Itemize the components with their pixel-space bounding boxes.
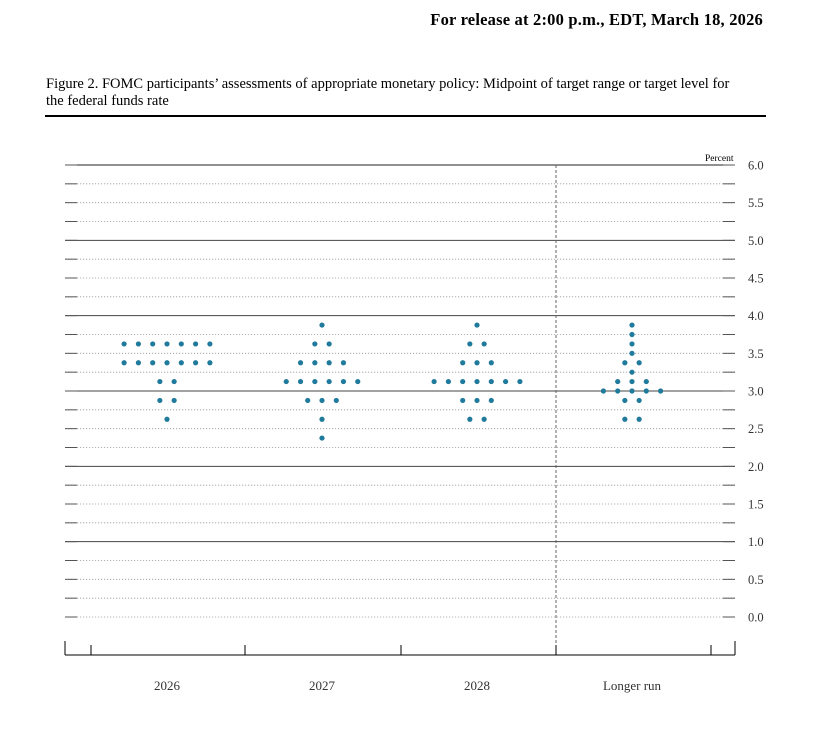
participant-dot [460,397,466,404]
figure-title: Figure 2. FOMC participants’ assessments… [46,76,730,109]
y-tick-label: 6.0 [748,159,764,173]
participant-dot [615,378,621,385]
participant-dot [643,388,649,394]
grid-layer [65,164,735,618]
participant-dot [467,416,473,422]
x-category-label: 2026 [154,678,181,693]
dot-layer [121,322,664,441]
y-tick-label: 1.0 [748,535,764,549]
participant-dot [193,360,199,366]
participant-dot [481,416,487,422]
x-category-label: 2027 [309,678,336,693]
participant-dot [312,360,318,366]
participant-dot [622,416,628,422]
participant-dot [658,388,664,394]
participant-dot [150,360,156,366]
participant-dot [340,378,347,385]
participant-dot [629,378,635,385]
participant-dot [340,360,347,366]
participant-dot [312,341,318,347]
participant-dot [355,378,361,385]
participant-dot [207,341,213,347]
participant-dot [164,360,170,366]
participant-dot [312,378,318,385]
participant-dot [326,341,332,347]
y-tick-label: 0.5 [748,573,764,587]
y-tick-label: 2.0 [748,460,764,474]
participant-dot [121,341,127,347]
participant-dot [474,360,480,366]
participant-dot [150,341,156,347]
participant-dot [135,360,141,366]
participant-dot [629,341,635,347]
participant-dot [488,397,494,404]
x-category-label: 2028 [464,678,490,693]
participant-dot [164,416,170,422]
participant-dot [319,416,325,422]
y-tick-label: 3.0 [748,385,764,399]
y-unit-label: Percent [705,154,734,164]
participant-dot [467,341,473,347]
participant-dot [305,397,311,404]
participant-dot [622,360,628,366]
participant-dot [431,378,437,385]
participant-dot [474,378,480,385]
participant-dot [121,360,127,366]
y-tick-label: 2.5 [748,422,764,436]
y-tick-label: 5.0 [748,234,764,248]
participant-dot [636,360,642,366]
y-tick-label: 5.5 [748,196,764,210]
participant-dot [488,378,494,385]
participant-dot [629,331,635,338]
participant-dot [319,435,325,441]
participant-dot [600,388,607,394]
participant-dot [474,322,480,328]
axis-layer: 6.0 5.5 5.0 4.5 4.0 3.5 3.0 2.5 2.0 1.5 1.0 0.5 0.0 2… [64,159,764,693]
participant-dot [333,397,339,404]
participant-dot [326,360,332,366]
participant-dot [164,341,170,347]
participant-dot [157,397,163,404]
participant-dot [636,397,642,404]
participant-dot [460,360,466,366]
y-tick-label: 4.5 [748,272,764,286]
participant-dot [517,378,523,385]
participant-dot [488,360,494,366]
participant-dot [171,397,177,404]
participant-dot [460,378,466,385]
participant-dot [629,388,635,394]
participant-dot [474,397,480,404]
participant-dot [326,378,332,385]
participant-dot [283,378,289,385]
x-category-label: Longer run [603,678,662,693]
participant-dot [297,360,304,366]
participant-dot [445,378,451,385]
participant-dot [135,341,141,347]
y-tick-label: 1.5 [748,498,764,512]
y-tick-label: 3.5 [748,347,764,361]
participant-dot [171,378,177,385]
participant-dot [629,369,635,375]
participant-dot [319,397,325,404]
participant-dot [178,360,184,366]
participant-dot [157,378,163,385]
participant-dot [629,322,635,328]
participant-dot [481,341,487,347]
participant-dot [193,341,199,347]
participant-dot [319,322,325,328]
participant-dot [643,378,649,385]
participant-dot [636,416,642,422]
participant-dot [629,350,635,356]
participant-dot [178,341,184,347]
participant-dot [207,360,213,366]
y-tick-label: 0.0 [748,611,764,625]
participant-dot [297,378,304,385]
release-date-text: For release at 2:00 p.m., EDT, March 18,… [430,10,763,29]
participant-dot [503,378,509,385]
participant-dot [615,388,621,394]
y-tick-label: 4.0 [748,309,764,323]
title-rule [45,115,766,117]
participant-dot [622,397,628,404]
